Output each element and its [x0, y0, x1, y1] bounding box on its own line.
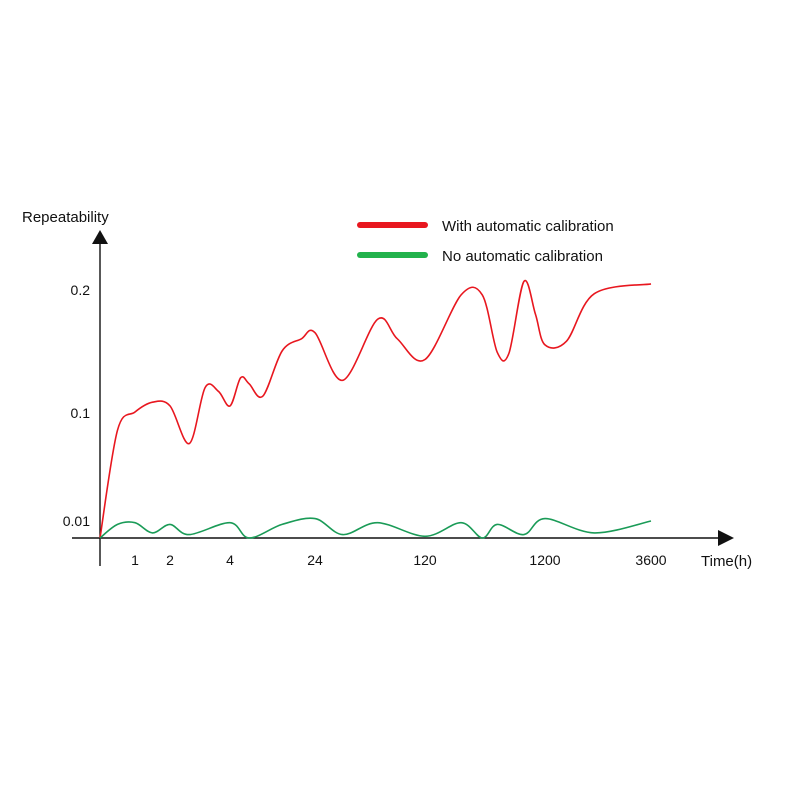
y-tick-label: 0.2	[71, 282, 91, 298]
y-tick-label: 0.1	[71, 405, 91, 421]
x-tick-label: 1	[131, 552, 139, 568]
x-tick-label: 24	[307, 552, 323, 568]
x-tick-label: 1200	[529, 552, 560, 568]
y-axis-title: Repeatability	[22, 209, 109, 226]
x-tick-label: 2	[166, 552, 174, 568]
x-tick-label: 120	[413, 552, 437, 568]
series-line-with-calibration	[99, 279, 652, 539]
x-tick-label: 3600	[635, 552, 666, 568]
legend-label-no-calibration: No automatic calibration	[442, 248, 603, 265]
y-tick-label: 0.01	[63, 513, 90, 529]
x-tick-label: 4	[226, 552, 234, 568]
y-axis-arrow	[92, 230, 108, 244]
x-axis-arrow	[718, 530, 734, 546]
legend-label-with-calibration: With automatic calibration	[442, 218, 614, 235]
x-axis-title: Time(h)	[701, 553, 752, 570]
series-line-no-calibration	[99, 517, 652, 539]
